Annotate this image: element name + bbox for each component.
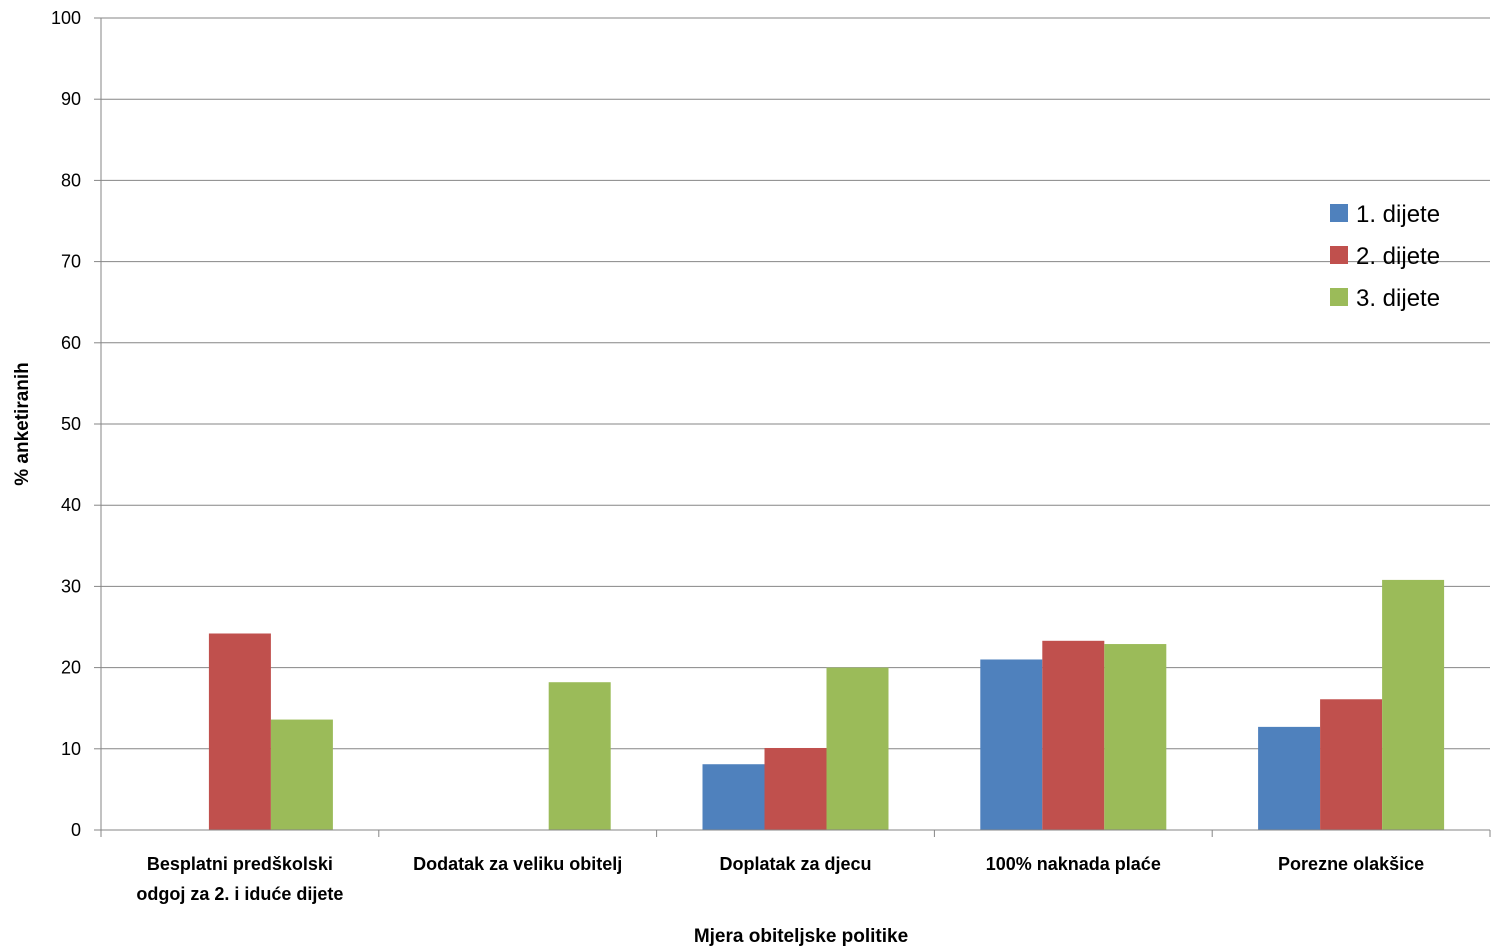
y-tick-label: 20 [61,658,81,678]
x-category-label: odgoj za 2. i iduće dijete [136,884,343,904]
legend-swatch [1330,204,1348,222]
legend: 1. dijete 2. dijete 3. dijete [1330,201,1440,312]
bar [548,682,611,830]
y-tick-label: 40 [61,495,81,515]
y-tick-label: 10 [61,739,81,759]
x-axis-categories: Besplatni predškolski odgoj za 2. i iduće… [136,854,1424,904]
legend-label: 3. dijete [1356,285,1440,312]
y-tick-label: 100 [51,8,81,28]
y-tick-label: 60 [61,333,81,353]
x-category-label: Besplatni predškolski [147,854,333,874]
x-category-label: Doplatak za djecu [719,854,871,874]
bar [208,633,271,830]
bar [702,764,765,830]
bar [1042,640,1105,830]
bar [1382,579,1445,830]
legend-swatch [1330,246,1348,264]
bar [826,667,889,830]
x-category-label: Dodatak za veliku obitelj [413,854,622,874]
bars [208,579,1445,830]
legend-label: 1. dijete [1356,201,1440,228]
gridlines [101,17,1490,750]
bar [1104,644,1167,830]
y-tick-label: 70 [61,252,81,272]
bar [764,747,827,830]
y-axis-title: % anketiranih [12,362,33,486]
x-axis-title: Mjera obiteljske politike [694,926,908,947]
x-category-label: Porezne olakšice [1278,854,1424,874]
y-tick-label: 30 [61,576,81,596]
bar [270,719,333,830]
bar [980,659,1043,830]
axes [100,18,1491,837]
y-tick-label: 80 [61,170,81,190]
legend-swatch [1330,288,1348,306]
legend-label: 2. dijete [1356,243,1440,270]
x-category-label: 100% naknada plaće [986,854,1161,874]
y-tick-label: 50 [61,414,81,434]
bar [1258,726,1321,830]
y-tick-label: 90 [61,89,81,109]
bar [1320,699,1383,830]
y-tick-label: 0 [71,820,81,840]
y-axis-ticks: 0 10 20 30 40 50 60 70 80 90 100 [51,8,101,840]
